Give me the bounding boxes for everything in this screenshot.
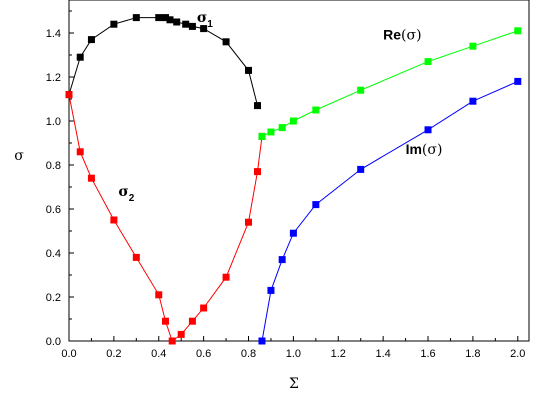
- x-tick-label: 1.4: [375, 348, 390, 360]
- x-tick-label: 0.2: [106, 348, 121, 360]
- data-point: [132, 14, 140, 22]
- x-tick-label: 2.0: [510, 348, 525, 360]
- data-point: [424, 58, 432, 66]
- data-point: [155, 14, 163, 22]
- series-line: [261, 30, 518, 137]
- axes: 0.0 0.2 0.4 0.6 0.8 1.0 1.2 1.4 1.6 1.8 2.0 0.0 0.2 0…: [46, 0, 530, 360]
- x-tick-label: 1.6: [420, 348, 435, 360]
- data-point: [424, 126, 432, 134]
- data-point: [289, 117, 297, 125]
- data-point: [177, 330, 185, 338]
- x-tick-label: 1.2: [331, 348, 346, 360]
- data-point: [312, 201, 320, 209]
- x-tick-label: 1.8: [465, 348, 480, 360]
- data-point: [200, 25, 208, 33]
- data-point: [253, 168, 261, 176]
- data-point: [514, 77, 522, 85]
- data-point: [253, 102, 261, 110]
- data-point: [188, 317, 196, 325]
- x-tick-label: 0.8: [241, 348, 256, 360]
- data-point: [110, 216, 118, 224]
- series-line: [68, 94, 263, 342]
- y-tick-label: 0.6: [46, 204, 61, 216]
- data-point: [200, 304, 208, 312]
- data-point: [357, 165, 365, 173]
- series-layer: [65, 14, 522, 345]
- data-point: [245, 66, 253, 74]
- data-point: [278, 256, 286, 264]
- data-point: [258, 132, 266, 140]
- data-point: [222, 273, 230, 281]
- y-tick-label: 0.4: [46, 248, 61, 260]
- y-tick-label: 0.8: [46, 160, 61, 172]
- data-point: [168, 337, 176, 345]
- y-tick-label: 1.2: [46, 72, 61, 84]
- data-point: [312, 106, 320, 114]
- data-point: [76, 148, 84, 156]
- annotations: σ1 σ2 Re(σ) Im(σ): [118, 10, 442, 204]
- y-axis-title: σ: [14, 148, 24, 164]
- annotation: Im(σ): [406, 141, 443, 158]
- y-tick-label: 1.0: [46, 116, 61, 128]
- data-point: [76, 53, 84, 61]
- y-tick-label: 0.0: [46, 336, 61, 348]
- data-point: [258, 337, 266, 345]
- data-point: [267, 128, 275, 136]
- plot-frame: [68, 0, 530, 342]
- data-point: [278, 124, 286, 132]
- data-point: [188, 22, 196, 30]
- x-tick-label: 0.4: [151, 348, 166, 360]
- data-point: [357, 86, 365, 94]
- data-point: [161, 317, 169, 325]
- data-point: [267, 286, 275, 294]
- data-point: [514, 27, 522, 35]
- data-point: [469, 97, 477, 105]
- y-tick-label: 0.2: [46, 292, 61, 304]
- data-point: [155, 291, 163, 299]
- data-point: [469, 42, 477, 50]
- x-axis-title: Σ: [289, 376, 299, 392]
- y-tick-label: 1.4: [46, 28, 61, 40]
- data-point: [132, 253, 140, 261]
- x-tick-label: 0.6: [196, 348, 211, 360]
- x-tick-label: 0.0: [61, 348, 76, 360]
- data-point: [245, 218, 253, 226]
- x-tick-label: 1.0: [286, 348, 301, 360]
- data-point: [87, 174, 95, 182]
- annotation: σ2: [118, 184, 134, 204]
- series-line: [261, 80, 519, 342]
- annotation: Re(σ): [383, 27, 421, 44]
- series-line: [68, 17, 258, 106]
- data-point: [173, 18, 181, 26]
- data-point: [65, 91, 73, 99]
- data-point: [166, 16, 174, 24]
- data-point: [110, 20, 118, 28]
- data-point: [222, 38, 230, 46]
- data-point: [182, 20, 190, 28]
- annotation: σ1: [197, 10, 213, 30]
- data-point: [87, 36, 95, 44]
- data-point: [289, 229, 297, 237]
- data-point: [161, 14, 169, 22]
